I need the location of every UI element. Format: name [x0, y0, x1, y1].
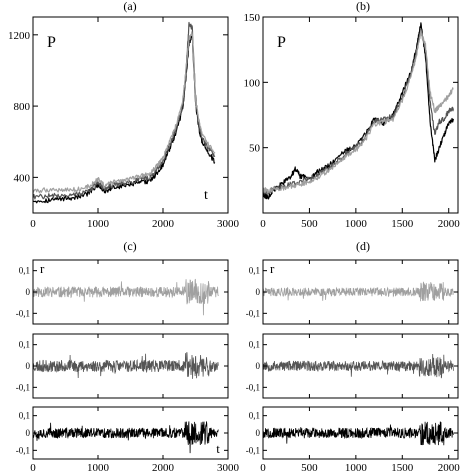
- y-tick-label: -0,1: [246, 382, 260, 392]
- subplot-label: t: [216, 441, 220, 456]
- y-tick-label: 0,1: [249, 340, 260, 350]
- x-tick-label: 0: [260, 218, 266, 230]
- y-tick-label: 0,1: [249, 411, 260, 421]
- y-tick-label: 100: [244, 77, 261, 89]
- y-tick-label: -0,1: [16, 445, 30, 455]
- x-tick-label: 3000: [217, 462, 240, 472]
- return-series: [32, 421, 219, 454]
- y-tick-label: -0,1: [16, 308, 30, 318]
- series-line: [262, 30, 454, 194]
- plot-frame: [262, 16, 459, 214]
- x-tick-label: 1000: [87, 218, 110, 230]
- x-tick-label: 2000: [438, 218, 461, 230]
- y-tick-label: 50: [249, 143, 261, 155]
- y-tick-label: 0,1: [249, 266, 260, 276]
- series-line: [32, 31, 216, 194]
- panel-d: (d)0,10-0,1r0,10-0,10,10-0,10 500 1000 1500…: [246, 239, 460, 472]
- x-tick-label: 2000: [438, 462, 461, 472]
- panel-a: (a) 400 800 1200 0 1000 2000 3000 Pt: [8, 0, 240, 230]
- x-tick-label: 2000: [152, 218, 175, 230]
- panel-title: (b): [356, 0, 370, 13]
- y-tick-label: 0,1: [19, 266, 30, 276]
- x-tick-label: 2000: [152, 462, 175, 472]
- x-tick-label: 500: [301, 218, 318, 230]
- panel-title: (d): [356, 239, 370, 253]
- y-tick-label: 0: [256, 287, 261, 297]
- y-tick-label: -0,1: [16, 382, 30, 392]
- return-series: [262, 421, 454, 446]
- y-tick-label: 0: [26, 361, 31, 371]
- y-tick-label: 150: [244, 12, 261, 24]
- x-axis-label: t: [204, 188, 208, 203]
- x-tick-label: 500: [301, 462, 318, 472]
- x-tick-label: 3000: [217, 218, 240, 230]
- y-tick-label: 800: [14, 101, 31, 113]
- x-tick-label: 1500: [391, 218, 414, 230]
- y-tick-label: 0,1: [19, 411, 30, 421]
- x-tick-label: 0: [260, 462, 266, 472]
- panel-c: (c)0,10-0,1r0,10-0,10,10-0,1 t0 1000 2000 30…: [16, 239, 240, 472]
- y-tick-label: -0,1: [246, 445, 260, 455]
- x-tick-label: 1000: [345, 462, 368, 472]
- x-tick-label: 1500: [391, 462, 414, 472]
- return-series: [32, 352, 219, 379]
- y-tick-label: -0,1: [246, 308, 260, 318]
- y-tick-label: 0: [26, 428, 31, 438]
- plot-frame: [32, 16, 229, 214]
- y-axis-label: P: [277, 34, 286, 51]
- return-series: [262, 281, 454, 302]
- y-tick-label: 0: [26, 287, 31, 297]
- y-tick-label: 0: [256, 428, 261, 438]
- subplot-label: r: [40, 261, 45, 276]
- y-tick-label: 0: [256, 361, 261, 371]
- y-tick-label: 0,1: [19, 340, 30, 350]
- return-series: [262, 353, 454, 379]
- y-axis-label: P: [47, 34, 56, 51]
- x-tick-label: 0: [30, 218, 36, 230]
- x-tick-label: 1000: [87, 462, 110, 472]
- y-tick-label: 1200: [8, 30, 31, 42]
- panel-title: (c): [123, 239, 136, 253]
- panel-title: (a): [123, 0, 136, 13]
- return-series: [32, 278, 219, 316]
- subplot-label: r: [270, 261, 275, 276]
- x-tick-label: 1000: [345, 218, 368, 230]
- x-tick-label: 0: [30, 462, 36, 472]
- y-tick-label: 400: [14, 172, 31, 184]
